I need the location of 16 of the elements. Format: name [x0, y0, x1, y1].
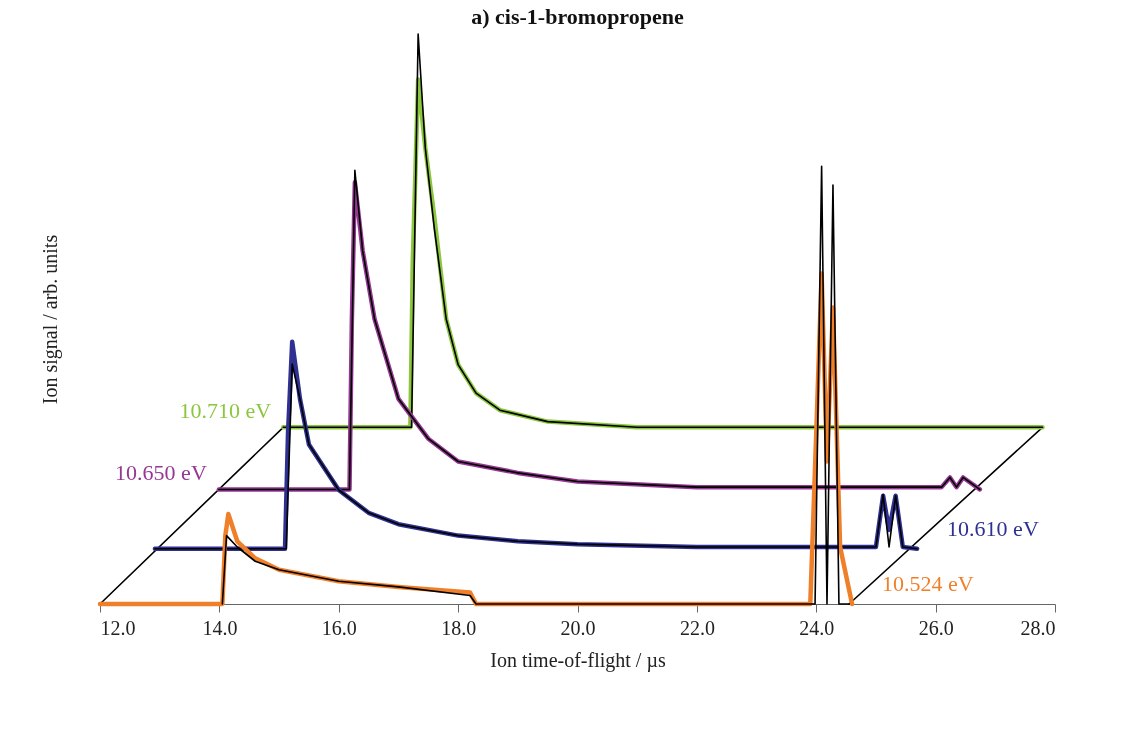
x-tick-label: 16.0	[321, 616, 357, 639]
x-tick-label: 12.0	[100, 616, 136, 639]
x-tick-label: 18.0	[441, 616, 477, 639]
x-tick-label: 22.0	[679, 616, 715, 639]
x-tick-label: 26.0	[918, 616, 954, 639]
x-tick-label: 28.0	[1020, 616, 1056, 639]
series-label: 10.610 eV	[947, 515, 1039, 541]
series-label: 10.650 eV	[115, 460, 207, 486]
x-axis-title: Ion time-of-flight / µs	[490, 648, 666, 672]
x-tick-label: 14.0	[202, 616, 238, 639]
y-axis-title: Ion signal / arb. units	[38, 234, 62, 405]
series-label: 10.710 eV	[179, 398, 272, 424]
x-tick-label: 24.0	[799, 616, 835, 639]
chart-title: a) cis-1-bromopropene	[471, 4, 684, 30]
series-label: 10.524 eV	[882, 571, 974, 596]
x-tick-label: 20.0	[560, 616, 596, 639]
